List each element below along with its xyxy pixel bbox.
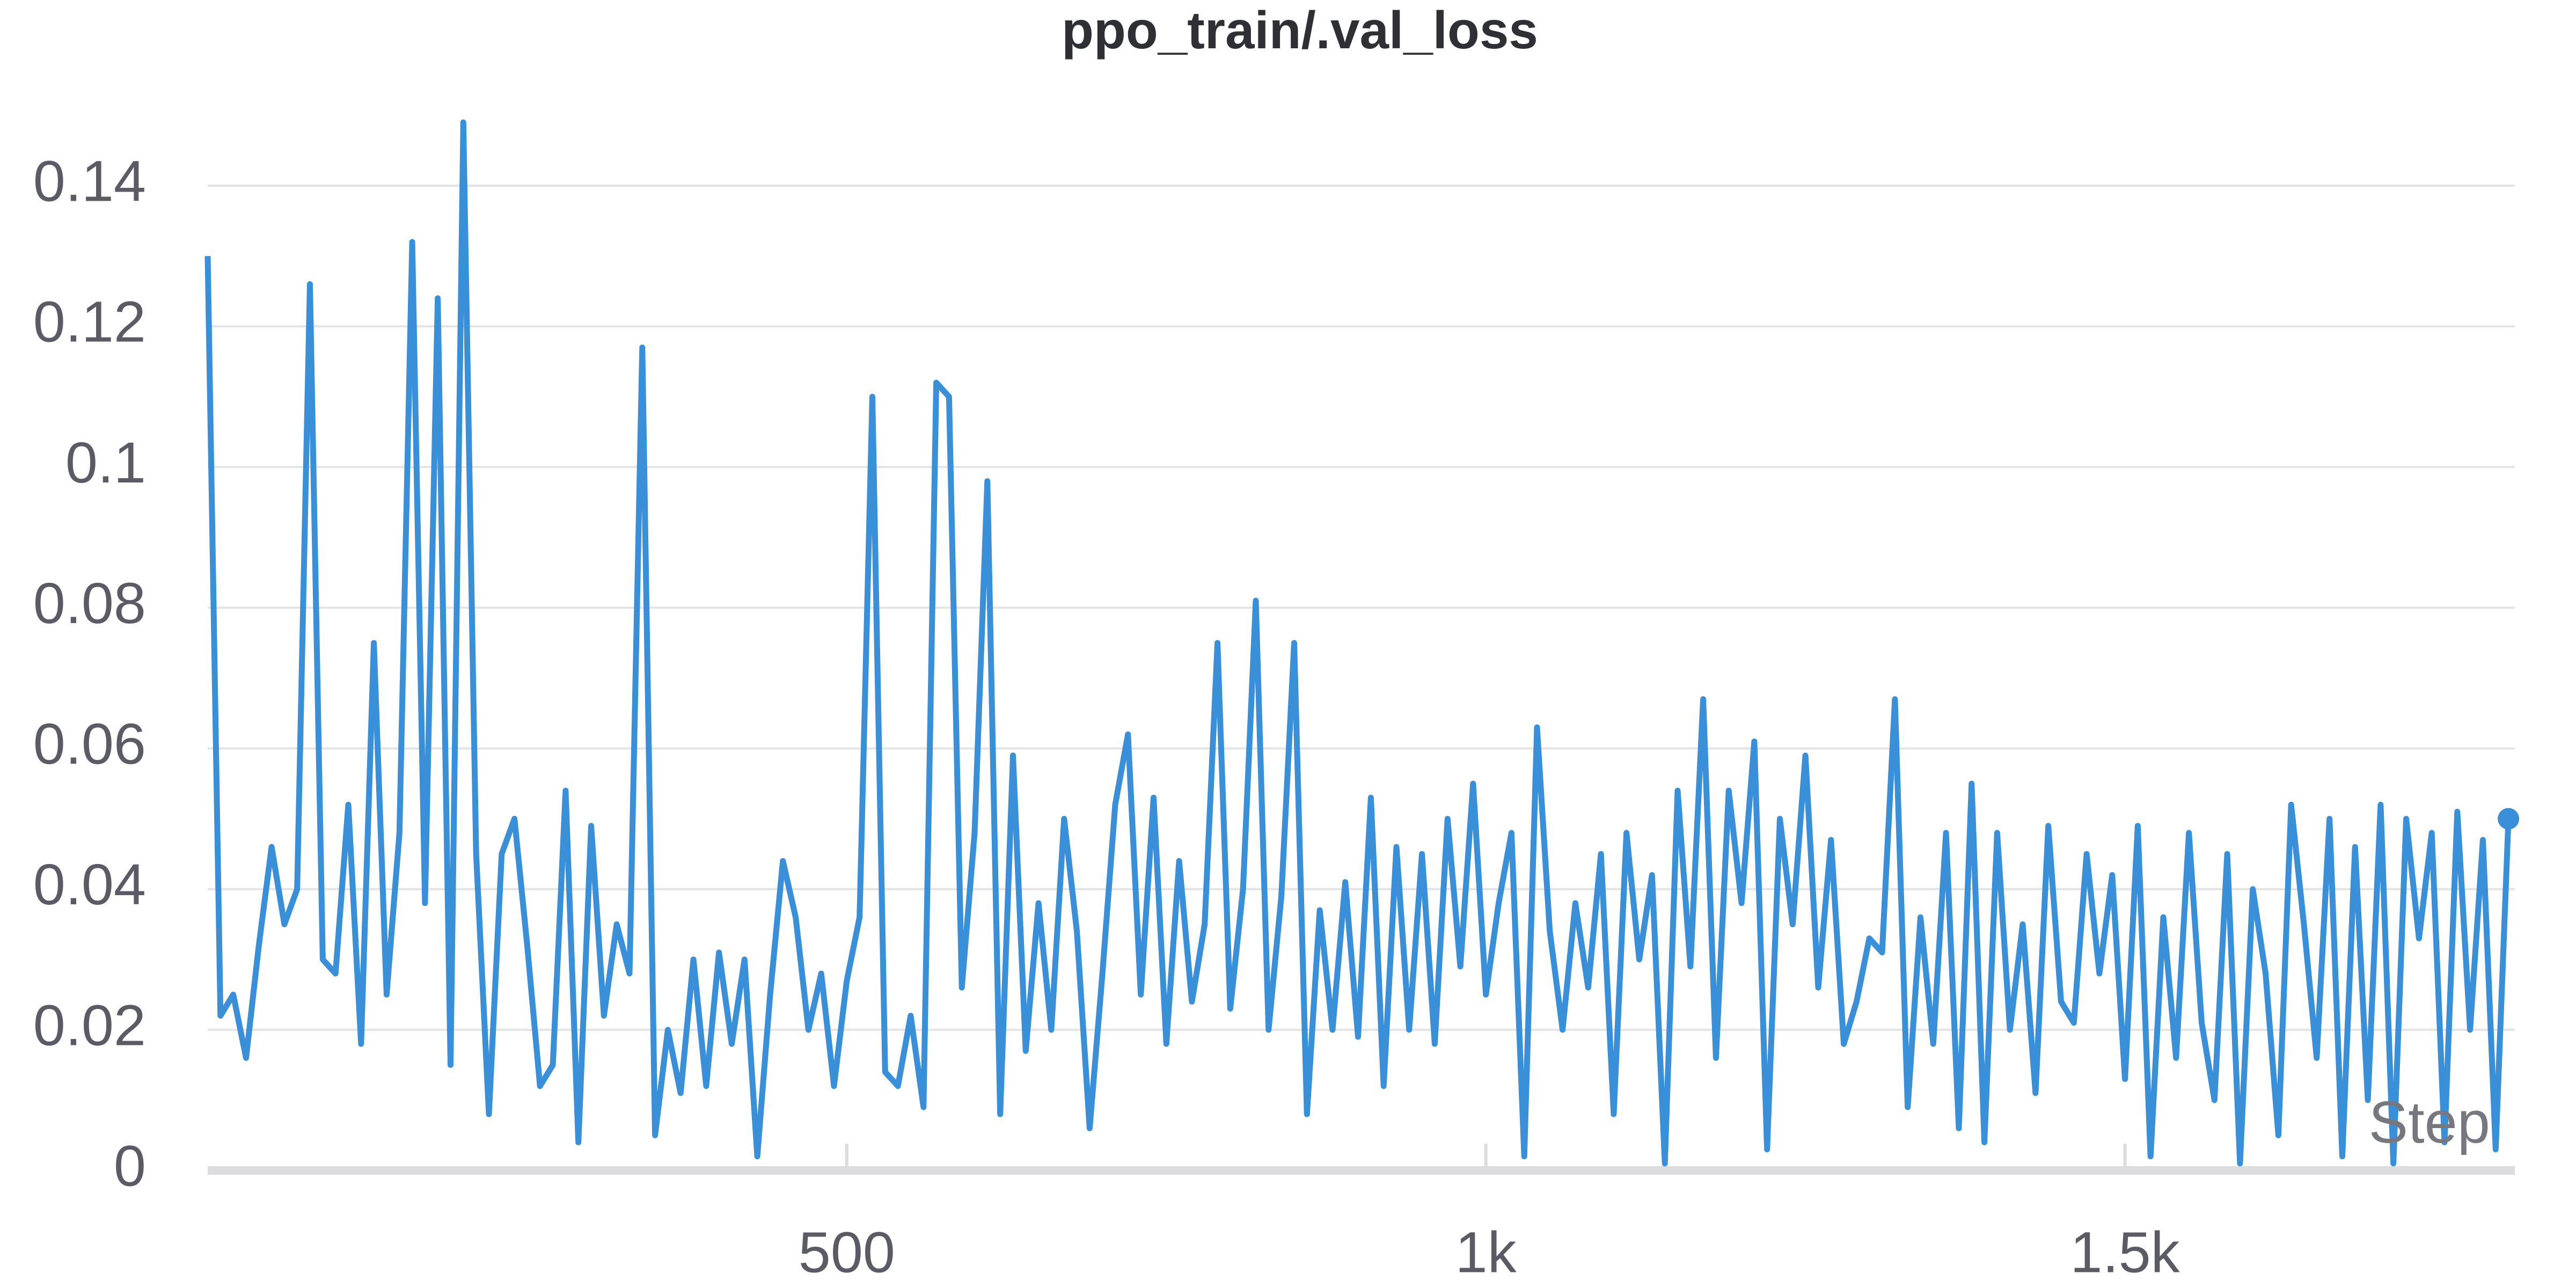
grid: 0 0.02 0.04 0.06 0.08 0.1 0.12 0.14 500 1k 1.5k — [33, 149, 2515, 1285]
chart-title: ppo_train/.val_loss — [1062, 1, 1538, 60]
y-tick-label: 0.14 — [33, 149, 146, 214]
y-tick-label: 0.1 — [65, 430, 146, 495]
plot — [204, 119, 2520, 1167]
y-tick-label: 0.12 — [33, 289, 146, 354]
x-tick-label: 1k — [1455, 1220, 1517, 1285]
series-line — [204, 119, 2512, 1167]
y-tick-label: 0.02 — [33, 992, 146, 1057]
y-tick-label: 0.08 — [33, 570, 146, 635]
end-point — [2498, 808, 2520, 830]
y-tick-label: 0 — [114, 1133, 146, 1198]
x-tick-label: 500 — [799, 1220, 895, 1285]
x-tick-label: 1.5k — [2070, 1220, 2180, 1285]
y-tick-label: 0.04 — [33, 852, 146, 917]
x-axis-label: Step — [2369, 1089, 2490, 1155]
y-tick-label: 0.06 — [33, 711, 146, 776]
